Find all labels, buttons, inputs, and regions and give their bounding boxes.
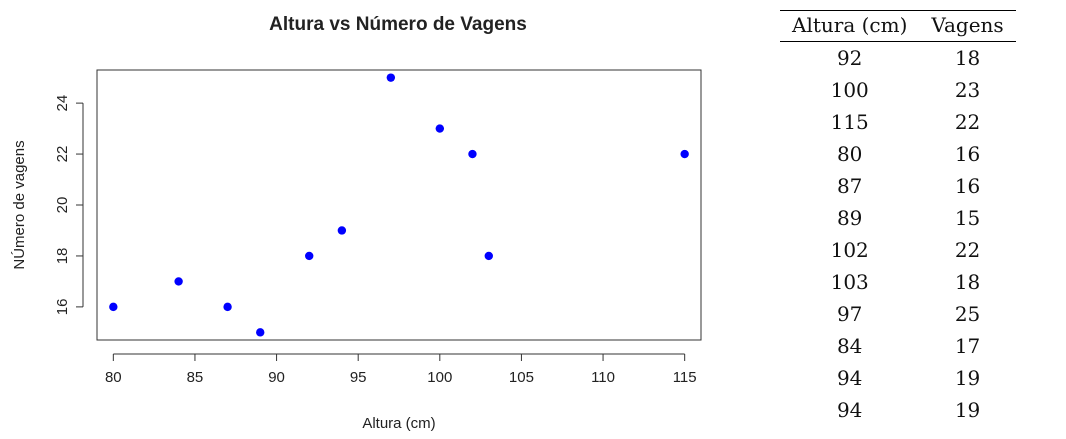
cell-vagens: 16 (954, 142, 981, 166)
table-row: 97 25 (780, 298, 1016, 330)
cell-altura: 94 (836, 398, 863, 422)
cell-altura: 89 (836, 206, 863, 230)
data-points (109, 73, 689, 337)
table-row: 100 23 (780, 74, 1016, 106)
cell-altura: 115 (830, 110, 869, 134)
plot-area-frame (96, 69, 702, 341)
table-row: 94 19 (780, 362, 1016, 394)
data-point (484, 251, 493, 261)
cell-vagens: 17 (954, 334, 981, 358)
cell-vagens: 16 (954, 174, 981, 198)
data-point (174, 277, 183, 286)
chart-title: Altura vs Número de Vagens (269, 14, 527, 35)
cell-vagens: 22 (954, 110, 981, 134)
x-tick-label: 85 (187, 369, 204, 386)
cell-vagens: 18 (954, 46, 981, 70)
table-row: 102 22 (780, 234, 1016, 266)
data-point (337, 226, 347, 235)
cell-vagens: 22 (954, 238, 981, 262)
cell-altura: 94 (836, 366, 863, 390)
y-tick-label: 20 (54, 197, 71, 214)
y-tick-label: 22 (54, 146, 71, 163)
table-row: 92 18 (780, 42, 1016, 75)
y-tick-label: 16 (54, 299, 71, 316)
data-point (109, 302, 118, 312)
table-body: 92 18 100 23 115 22 80 16 87 16 89 15 102 22 103 18 97 25… (780, 42, 1016, 427)
data-point (680, 149, 689, 159)
data-point (435, 124, 445, 133)
data-table: Altura (cm) Vagens 92 18 100 23 115 22 80 16 87 1… (780, 10, 1016, 426)
cell-vagens: 19 (954, 398, 981, 422)
column-header-altura: Altura (cm) (780, 10, 920, 42)
cell-vagens: 25 (954, 302, 981, 326)
table-row: 89 15 (780, 202, 1016, 234)
x-tick-label: 90 (268, 369, 285, 386)
data-point (256, 328, 265, 337)
table-row: 94 19 (780, 394, 1016, 426)
y-axis-title: NÚmero de vagens (11, 140, 28, 269)
table-header-row: Altura (cm) Vagens (780, 10, 1016, 42)
table-row: 87 16 (780, 170, 1016, 202)
cell-altura: 84 (836, 334, 863, 358)
cell-vagens: 19 (954, 366, 981, 390)
x-tick-label: 95 (350, 369, 367, 386)
y-axis: 16 18 20 22 24 (54, 95, 84, 316)
table-row: 84 17 (780, 330, 1016, 362)
x-tick-label: 100 (427, 369, 452, 386)
x-axis: 80 85 90 95 100 105 110 115 (105, 353, 697, 386)
data-point (223, 302, 232, 312)
cell-altura: 92 (836, 46, 863, 70)
data-point (386, 73, 396, 82)
cell-altura: 97 (836, 302, 863, 326)
cell-altura: 100 (830, 78, 869, 102)
x-tick-label: 115 (673, 369, 697, 386)
y-tick-label: 18 (54, 248, 71, 265)
cell-vagens: 15 (954, 206, 981, 230)
cell-altura: 103 (830, 270, 869, 294)
x-tick-label: 110 (591, 369, 615, 386)
x-tick-label: 80 (105, 369, 122, 386)
cell-altura: 87 (836, 174, 863, 198)
cell-altura: 80 (836, 142, 863, 166)
cell-altura: 102 (830, 238, 869, 262)
column-header-vagens: Vagens (919, 10, 1016, 42)
scatter-chart: Altura vs Número de Vagens 80 85 90 95 100 10… (11, 14, 702, 432)
table-row: 115 22 (780, 106, 1016, 138)
cell-vagens: 23 (954, 78, 981, 102)
table-row: 80 16 (780, 138, 1016, 170)
x-tick-label: 105 (509, 369, 534, 386)
x-axis-title: Altura (cm) (362, 415, 435, 432)
y-tick-label: 24 (54, 95, 71, 112)
cell-vagens: 18 (954, 270, 981, 294)
data-point (468, 149, 477, 159)
table-row: 103 18 (780, 266, 1016, 298)
data-point (305, 251, 314, 261)
